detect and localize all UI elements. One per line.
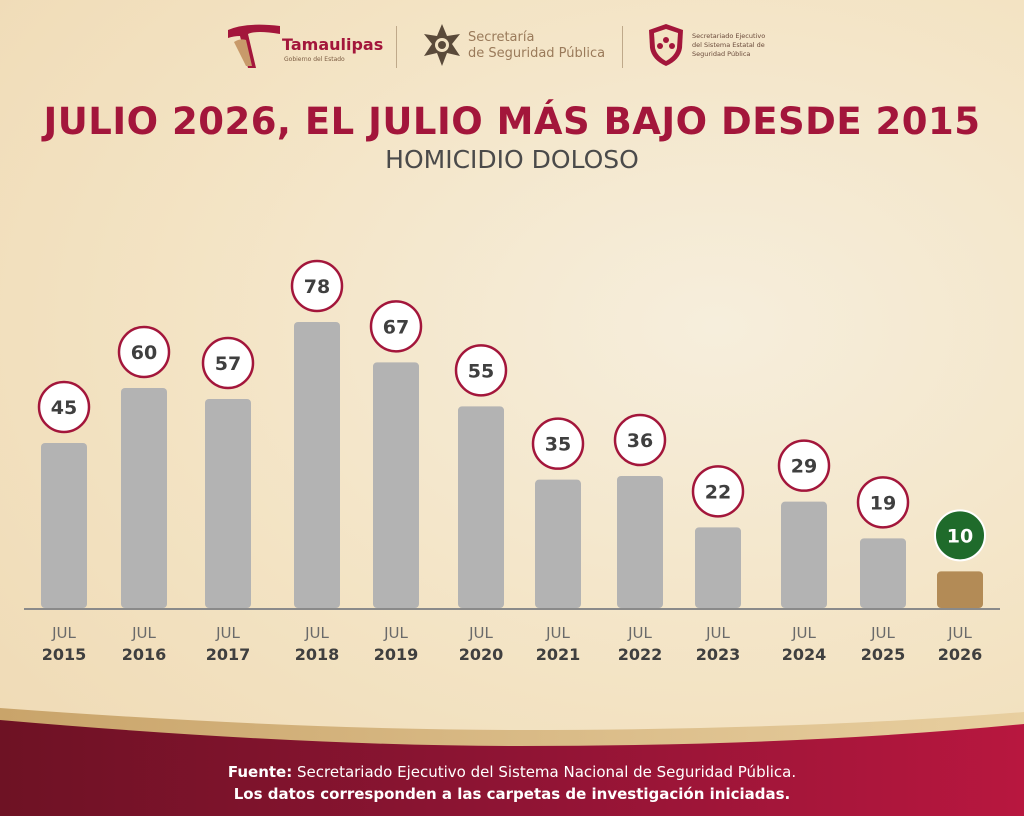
tick-label-year: 2017	[206, 645, 251, 664]
value-badge	[934, 509, 986, 562]
tick-label-year: 2020	[459, 645, 504, 664]
bar-2025	[860, 538, 906, 608]
bar-2023	[695, 527, 741, 608]
data-label: 19	[870, 492, 896, 514]
logo-separator	[396, 26, 397, 68]
value-badge	[777, 439, 831, 492]
tick-label-month: JUL	[304, 624, 329, 642]
tick-label-month: JUL	[215, 624, 240, 642]
value-badge	[613, 413, 667, 467]
chart-title: JULIO 2026, EL JULIO MÁS BAJO DESDE 2015	[43, 100, 981, 143]
bar-2021	[535, 479, 581, 608]
value-badge	[117, 325, 171, 379]
value-badge	[531, 417, 585, 470]
secretariado-line3: Seguridad Pública	[692, 50, 751, 58]
bar-2019	[373, 362, 419, 608]
header-logos: Tamaulipas Gobierno del Estado Secretarí…	[0, 22, 1024, 72]
tick-label-month: JUL	[131, 624, 156, 642]
secretaria-logo: Secretaría de Seguridad Pública	[420, 22, 610, 72]
tick-label-year: 2025	[861, 645, 906, 664]
tick-label-year: 2022	[618, 645, 663, 664]
data-label: 55	[468, 360, 494, 382]
bar-chart: 45 JUL 2015 60 JUL 2016 57 JUL 2017 78 JUL 2018 67 JU…	[24, 259, 1000, 664]
value-badge	[290, 259, 344, 313]
tick-label-year: 2026	[938, 645, 983, 664]
tick-label-month: JUL	[705, 624, 730, 642]
bar-2017	[205, 399, 251, 608]
tamaulipas-tagline: Gobierno del Estado	[284, 56, 345, 63]
value-badge	[369, 300, 423, 353]
tick-label-year: 2018	[295, 645, 340, 664]
data-label: 45	[51, 397, 77, 419]
bar-2015	[41, 443, 87, 608]
bar-2020	[458, 406, 504, 608]
footer-band	[0, 708, 1024, 816]
value-badge	[856, 476, 910, 529]
secretariado-line2: del Sistema Estatal de	[692, 41, 765, 49]
value-badge	[454, 344, 508, 397]
footer-source-label: Fuente:	[227, 763, 293, 781]
footer-source-text: Secretariado Ejecutivo del Sistema Nacio…	[292, 763, 797, 781]
chart-subtitle: HOMICIDIO DOLOSO	[385, 145, 639, 174]
data-label: 29	[791, 456, 817, 478]
tick-label-year: 2016	[122, 645, 167, 664]
value-badge	[37, 380, 91, 434]
tamaulipas-emblem-icon	[228, 24, 280, 69]
data-label: 22	[705, 481, 731, 503]
bar-2016	[121, 388, 167, 608]
tick-label-month: JUL	[545, 624, 570, 642]
secretariado-line1: Secretariado Ejecutivo	[692, 32, 766, 40]
tick-label-month: JUL	[947, 624, 972, 642]
tamaulipas-logo: Tamaulipas Gobierno del Estado	[226, 22, 383, 72]
secretaria-line2: de Seguridad Pública	[468, 46, 606, 61]
bar-2026	[937, 571, 983, 608]
police-star-icon	[424, 24, 460, 66]
logo-separator	[622, 26, 623, 68]
secretariado-logo: Secretariado Ejecutivo del Sistema Estat…	[646, 22, 786, 72]
tick-label-month: JUL	[468, 624, 493, 642]
data-label: 35	[545, 434, 571, 456]
tick-label-year: 2015	[42, 645, 87, 664]
value-badge	[691, 465, 745, 518]
tick-label-year: 2019	[374, 645, 419, 664]
data-label: 57	[215, 353, 241, 375]
data-label: 10	[947, 525, 973, 547]
tick-label-month: JUL	[627, 624, 652, 642]
tick-label-year: 2024	[782, 645, 827, 664]
data-label: 60	[131, 342, 157, 364]
bar-2024	[781, 501, 827, 608]
tick-label-month: JUL	[870, 624, 895, 642]
bar-2018	[294, 322, 340, 608]
tick-label-year: 2023	[696, 645, 741, 664]
bar-2022	[617, 476, 663, 608]
tick-label-year: 2021	[536, 645, 581, 664]
shield-icon	[649, 24, 683, 66]
data-label: 78	[304, 276, 330, 298]
footer-source: Fuente: Secretariado Ejecutivo del Siste…	[0, 763, 1024, 781]
tick-label-month: JUL	[51, 624, 76, 642]
data-label: 67	[383, 316, 409, 338]
value-badge	[201, 336, 255, 390]
data-label: 36	[627, 430, 653, 452]
tick-label-month: JUL	[791, 624, 816, 642]
tamaulipas-name: Tamaulipas	[282, 35, 384, 54]
tick-label-month: JUL	[383, 624, 408, 642]
footer-note: Los datos corresponden a las carpetas de…	[233, 785, 791, 803]
secretaria-line1: Secretaría	[468, 30, 535, 45]
